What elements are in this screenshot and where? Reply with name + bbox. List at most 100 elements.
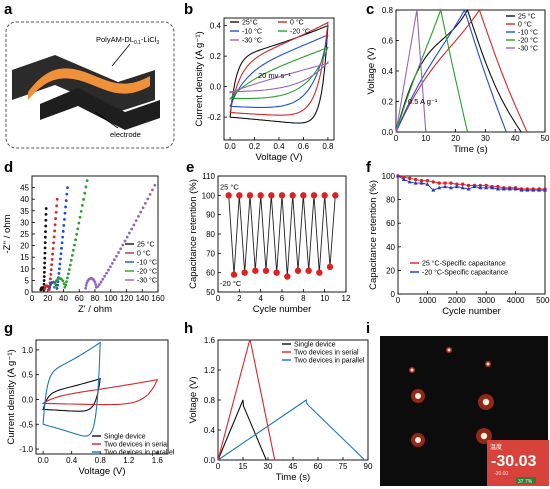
x-tick-label: 0.2: [249, 142, 261, 151]
data-point-d-4: [107, 268, 110, 272]
data-point-d-3: [82, 197, 85, 201]
data-point-d-0: [43, 261, 47, 265]
x-tick-label: 120: [120, 294, 134, 303]
led-3: [486, 362, 490, 366]
data-point-f-1: [472, 184, 477, 189]
data-point-d-4: [108, 265, 112, 269]
display-header: 温度: [490, 443, 502, 451]
y-axis-label: -Z'' / ohm: [2, 214, 13, 253]
x-axis-label: Time (s): [453, 144, 487, 155]
panel-label-c: c: [366, 1, 374, 18]
data-point-f-1: [443, 184, 448, 189]
series-line-g-0: [42, 377, 101, 412]
data-point-f-1: [396, 174, 400, 178]
x-tick-label: 4000: [507, 296, 525, 305]
data-point-d-3: [85, 179, 89, 183]
legend-entry-c-2: -10 °C: [518, 29, 538, 37]
panel-label-e: e: [186, 159, 194, 176]
display-value: -30.03: [491, 453, 536, 470]
y-tick-label: 0.0: [204, 456, 216, 465]
legend-entry-b-3: -20 °C: [290, 28, 310, 36]
data-point-d-3: [80, 203, 84, 207]
data-point-d-4: [139, 210, 143, 214]
data-point-d-2: [56, 283, 59, 287]
data-point-d-1: [54, 210, 58, 214]
data-point-d-3: [83, 191, 87, 195]
panel-label-d: d: [4, 159, 13, 176]
data-point-d-3: [67, 268, 71, 271]
y-tick-label: 70: [206, 249, 215, 258]
x-tick-label: 1000: [419, 296, 437, 305]
data-point-d-0: [43, 256, 47, 260]
series-line-b-4: [229, 60, 329, 94]
data-point-d-1: [43, 287, 47, 291]
series-line-h-1: [217, 339, 276, 461]
series-line-c-4: [395, 9, 427, 133]
y-axis-label: Voltage (V): [366, 48, 377, 95]
led-7: [480, 432, 488, 440]
y-tick-label: 0.2: [210, 52, 222, 61]
legend-entry-f-1: -20 °C-Specific capacitance: [422, 269, 508, 277]
data-point-d-4: [99, 280, 103, 284]
legend-entry-g-1: Two devices in serial: [104, 442, 169, 449]
series-line-g-1: [41, 378, 159, 406]
data-point-e-0: [241, 269, 248, 276]
y-axis-label: Current density (A g⁻¹): [6, 349, 17, 444]
y-tick-label: 0.8: [204, 396, 216, 405]
data-point-d-4: [103, 274, 107, 278]
data-point-d-3: [75, 232, 79, 236]
data-point-e-0: [300, 192, 307, 199]
data-point-d-0: [43, 266, 46, 270]
data-point-d-3: [68, 263, 72, 267]
series-line-c-2: [395, 8, 507, 133]
data-point-d-2: [49, 283, 52, 286]
legend-entry-h-1: Two devices in serial: [294, 350, 359, 357]
data-point-d-1: [55, 204, 59, 208]
series-line-c-3: [395, 8, 469, 133]
data-point-f-0: [431, 180, 435, 184]
data-point-d-4: [101, 277, 105, 281]
y-axis-label: Capacitance retention (%): [368, 180, 379, 290]
data-point-d-3: [79, 209, 83, 213]
data-point-d-2: [61, 229, 65, 233]
data-point-f-1: [413, 181, 418, 185]
x-axis-label: Voltage (V): [79, 466, 126, 477]
data-point-e-0: [236, 192, 243, 199]
display-badge-bg: [516, 477, 536, 484]
thermometer-display: 温度 -30.03 -30.00 37.7%: [487, 440, 549, 486]
electrolyte-layer: [28, 68, 150, 100]
series-line-h-0: [217, 399, 267, 461]
data-point-d-3: [66, 276, 69, 280]
y-tick-label: 35: [20, 207, 29, 216]
data-point-e-0: [225, 192, 232, 199]
data-point-d-1: [49, 272, 53, 276]
data-point-d-3: [54, 279, 58, 283]
data-point-d-0: [43, 251, 47, 255]
y-tick-label: 45: [20, 184, 29, 193]
data-point-e-0: [310, 192, 318, 199]
led-group: [409, 347, 494, 447]
data-point-d-2: [58, 267, 61, 271]
y-tick-label: 50: [206, 288, 215, 297]
legend-entry-h-0: Single device: [294, 342, 336, 349]
legend-entry-c-0: 25 °C: [518, 13, 536, 21]
data-point-f-1: [501, 186, 506, 191]
x-tick-label: 0.8: [322, 142, 334, 151]
data-point-d-0: [44, 230, 47, 234]
x-tick-label: 2: [237, 294, 242, 303]
y-tick-label: 1.6: [204, 336, 216, 345]
panel-label-g: g: [4, 320, 13, 337]
x-tick-label: 20: [43, 294, 52, 303]
data-point-f-1: [454, 184, 459, 189]
data-point-d-4: [146, 197, 150, 201]
legend-entry-b-2: -10 °C: [242, 28, 262, 36]
x-axis-label: Voltage (V): [256, 152, 303, 163]
x-tick-label: 4: [258, 294, 263, 303]
y-tick-label: 100: [382, 172, 396, 181]
data-point-d-4: [115, 254, 118, 258]
data-point-e-0: [294, 267, 302, 274]
x-tick-label: 8: [301, 294, 306, 303]
